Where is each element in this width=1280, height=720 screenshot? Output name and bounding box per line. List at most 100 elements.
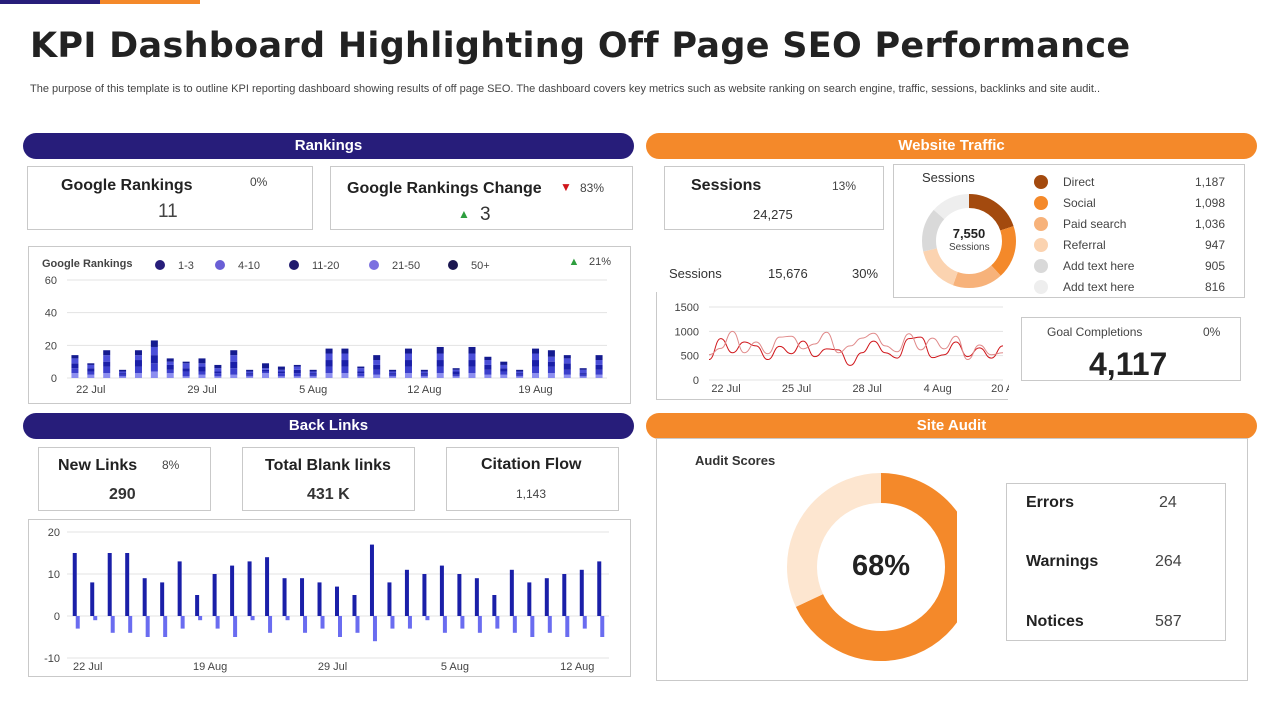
bar-segment <box>357 376 365 378</box>
audit-errors-label: Errors <box>1026 494 1075 511</box>
bar-new <box>335 586 339 616</box>
bar-segment <box>103 355 111 362</box>
bar-segment <box>134 373 142 378</box>
bar-lost <box>145 616 150 637</box>
bar-segment <box>166 369 174 374</box>
y-tick-label: 0 <box>54 611 60 623</box>
bar-segment <box>134 360 142 367</box>
google-rankings-card: Google Rankings 0% 11 <box>27 166 313 230</box>
legend-label: Social <box>1063 196 1096 210</box>
legend-marker <box>1034 280 1048 294</box>
bar-lost <box>75 616 80 629</box>
top-accent-navy <box>0 0 100 4</box>
bar-segment <box>103 361 111 367</box>
bar-segment <box>468 360 476 367</box>
bar-segment <box>150 340 158 347</box>
bar-segment <box>246 371 254 374</box>
legend-value: 905 <box>1205 259 1225 273</box>
sessions-line-chart: 0 500 1000 1500 22 Jul 25 Jul 28 Jul 4 Aug 20 Au… <box>675 302 1009 395</box>
bar-segment <box>516 376 524 378</box>
legend-label: Add text here <box>1063 280 1135 294</box>
google-rankings-chart-box: Google Rankings 1-3 4-10 11-20 21-50 50+ ▲ 21% 0… <box>28 246 631 404</box>
bar-new <box>230 565 235 616</box>
bar-segment <box>214 368 222 372</box>
sessions-card-pct: 13% <box>832 179 857 193</box>
bar-new <box>247 561 252 616</box>
bar-segment <box>547 356 555 362</box>
bar-segment <box>468 346 476 354</box>
bar-segment <box>182 361 190 364</box>
sessions-donut-title: Sessions <box>922 170 975 185</box>
bar-lost <box>477 616 482 633</box>
top-accent-orange <box>100 0 200 4</box>
bar-lost <box>547 616 552 633</box>
bar-segment <box>404 360 412 367</box>
bar-segment <box>452 374 460 377</box>
back-links-chart-box: -10 0 10 20 22 Jul 19 Aug 29 Jul 5 Aug 12 Aug <box>28 519 631 677</box>
bar-segment <box>293 364 301 367</box>
x-tick-label: 22 Jul <box>73 661 102 673</box>
bar-segment <box>436 373 444 378</box>
y-tick-label: 20 <box>45 340 57 352</box>
sessions-line-value: 15,676 <box>768 266 808 281</box>
legend-label: 21-50 <box>392 260 420 272</box>
page-title: KPI Dashboard Highlighting Off Page SEO … <box>30 26 1131 66</box>
x-tick-label: 12 Aug <box>560 661 594 673</box>
bar-new <box>90 582 95 616</box>
bar-segment <box>293 376 301 378</box>
x-tick-label: 20 Aug <box>991 383 1009 395</box>
bar-lost <box>372 616 377 642</box>
back-links-chart: -10 0 10 20 22 Jul 19 Aug 29 Jul 5 Aug 12 Aug <box>44 527 609 673</box>
legend-marker <box>289 260 299 270</box>
bar-segment <box>404 373 412 378</box>
bar-lost <box>215 616 220 629</box>
bar-segment <box>71 368 79 374</box>
bar-segment <box>373 374 381 378</box>
audit-slice <box>787 473 957 661</box>
bar-segment <box>277 376 285 378</box>
audit-errors-value: 24 <box>1159 494 1177 511</box>
donut-center-value: 7,550 <box>952 226 986 241</box>
down-triangle-icon: ▼ <box>560 180 572 194</box>
bar-lost <box>250 616 255 621</box>
y-tick-label: 40 <box>45 308 57 320</box>
bar-segment <box>182 371 190 377</box>
bar-segment <box>532 348 540 354</box>
bar-segment <box>500 371 508 375</box>
google-rankings-change-value: 3 <box>480 204 491 225</box>
legend-marker <box>1034 217 1048 231</box>
y-tick-label: 1000 <box>675 326 699 338</box>
bar-segment <box>103 350 111 356</box>
x-tick-label: 12 Aug <box>407 384 441 396</box>
legend-label: 4-10 <box>238 260 260 272</box>
bar-segment <box>214 373 222 377</box>
bar-segment <box>230 355 238 362</box>
bar-segment <box>436 353 444 361</box>
bar-new <box>282 578 287 616</box>
page-subtitle: The purpose of this template is to outli… <box>30 83 1101 95</box>
bar-segment <box>532 366 540 374</box>
goal-completions-value: 4,117 <box>1089 346 1168 382</box>
bar-segment <box>309 374 317 377</box>
bar-segment <box>579 374 587 377</box>
bar-segment <box>516 374 524 377</box>
bar-lost <box>565 616 570 637</box>
bar-segment <box>325 353 333 361</box>
bar-segment <box>373 369 381 375</box>
citation-flow-card: Citation Flow 1,143 <box>446 447 619 511</box>
bar-segment <box>262 368 270 370</box>
bar-segment <box>547 350 555 357</box>
bar-lost <box>320 616 325 629</box>
google-rankings-value: 11 <box>158 201 178 222</box>
sessions-card-label: Sessions <box>691 177 762 194</box>
bar-segment <box>547 366 555 374</box>
bar-new <box>509 569 514 616</box>
bar-new <box>544 578 549 616</box>
bar-segment <box>71 363 79 369</box>
citation-flow-label: Citation Flow <box>481 456 582 473</box>
bar-new <box>125 553 130 616</box>
bar-segment <box>389 371 397 374</box>
bar-lost <box>390 616 395 629</box>
bar-segment <box>198 358 206 364</box>
x-tick-label: 29 Jul <box>318 661 347 673</box>
